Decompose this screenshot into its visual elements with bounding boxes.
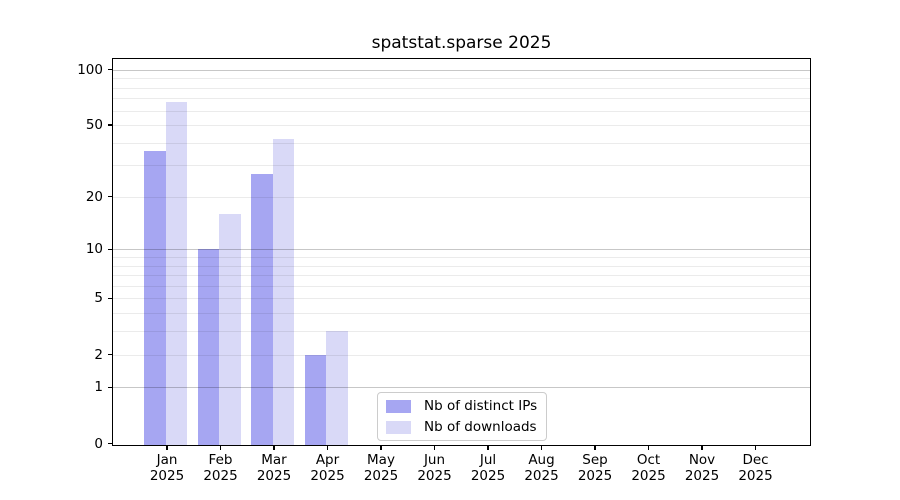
minor-gridline (113, 285, 810, 287)
legend-item-distinct-ips: Nb of distinct IPs (386, 397, 537, 415)
bar-downloads (165, 101, 187, 445)
minor-gridline (113, 196, 810, 198)
x-axis-tick (647, 446, 650, 450)
legend-item-downloads: Nb of downloads (386, 418, 537, 436)
minor-gridline (113, 87, 810, 89)
minor-gridline (113, 256, 810, 258)
major-gridline (113, 249, 810, 251)
plot-area: 0 1 2 5 10 20 50 100 Jan 2025 Feb 2025 Mar 2025 Apr 202… (77, 58, 811, 484)
y-axis-tick (108, 124, 112, 126)
x-axis-tick (326, 446, 329, 450)
y-axis-tick (108, 196, 112, 198)
y-axis-tick-label: 100 (77, 61, 103, 78)
bar-distinct-ips (144, 151, 166, 445)
x-axis-tick-label: Apr 2025 (310, 452, 345, 484)
x-axis-tick (273, 446, 275, 450)
y-axis-tick (108, 353, 112, 356)
x-axis-tick (487, 446, 489, 450)
y-axis-tick (108, 69, 112, 71)
x-axis-tick-label: Feb 2025 (203, 452, 238, 484)
x-axis-tick-label: Dec 2025 (738, 452, 773, 484)
x-axis-tick-label: Jul 2025 (470, 452, 506, 484)
x-axis-tick-label: Jun 2025 (417, 452, 452, 484)
chart-title: spatstat.sparse 2025 (371, 33, 552, 53)
y-axis-tick (108, 297, 112, 299)
bar-distinct-ips (304, 354, 326, 445)
y-axis-tick-label: 20 (85, 188, 103, 205)
minor-gridline (113, 275, 810, 277)
y-axis-tick-label: 1 (94, 379, 103, 396)
x-axis-tick (701, 446, 703, 450)
major-gridline (113, 387, 810, 389)
minor-gridline (113, 142, 810, 144)
minor-gridline (113, 331, 810, 333)
x-axis-tick (540, 446, 543, 450)
minor-gridline (113, 313, 810, 315)
x-axis-tick (166, 446, 168, 450)
distinct-ips-swatch (386, 399, 411, 413)
minor-gridline (113, 125, 810, 127)
x-axis-tick (433, 446, 436, 450)
minor-gridline (113, 298, 810, 300)
y-axis-tick (108, 442, 112, 445)
x-axis-tick (219, 446, 222, 450)
x-axis-tick (380, 446, 382, 450)
x-axis-tick-label: Jan 2025 (149, 452, 185, 484)
bar-distinct-ips (251, 173, 273, 445)
y-axis-tick-label: 50 (85, 117, 103, 134)
x-axis-tick-label: Nov 2025 (684, 452, 720, 484)
x-axis-tick (594, 446, 596, 450)
legend-label: Nb of downloads (424, 419, 537, 435)
downloads-swatch (386, 420, 411, 434)
minor-gridline (113, 110, 810, 112)
bar-downloads (272, 138, 294, 445)
minor-gridline (113, 165, 810, 167)
minor-gridline (113, 98, 810, 100)
x-axis-tick-label: Aug 2025 (524, 452, 559, 484)
x-axis-tick (754, 446, 757, 450)
y-axis-tick-label: 0 (94, 435, 103, 452)
minor-gridline (113, 78, 810, 80)
major-gridline (113, 69, 810, 71)
y-axis-tick-label: 2 (94, 346, 103, 363)
minor-gridline (113, 265, 810, 267)
y-axis-tick-label: 10 (85, 241, 103, 258)
minor-gridline (113, 354, 810, 356)
bar-distinct-ips (197, 249, 219, 445)
x-axis-tick-label: Oct 2025 (631, 452, 666, 484)
x-axis-tick-label: Mar 2025 (256, 452, 292, 484)
x-axis-tick-label: May 2025 (363, 452, 399, 484)
legend: Nb of distinct IPs Nb of downloads (377, 392, 548, 441)
bar-downloads (219, 214, 241, 445)
x-axis-tick-label: Sep 2025 (577, 452, 613, 484)
y-axis-tick (108, 386, 112, 388)
y-axis-tick (108, 248, 112, 250)
y-axis-tick-label: 5 (94, 290, 103, 307)
legend-label: Nb of distinct IPs (424, 398, 538, 414)
bar-downloads (326, 331, 348, 445)
